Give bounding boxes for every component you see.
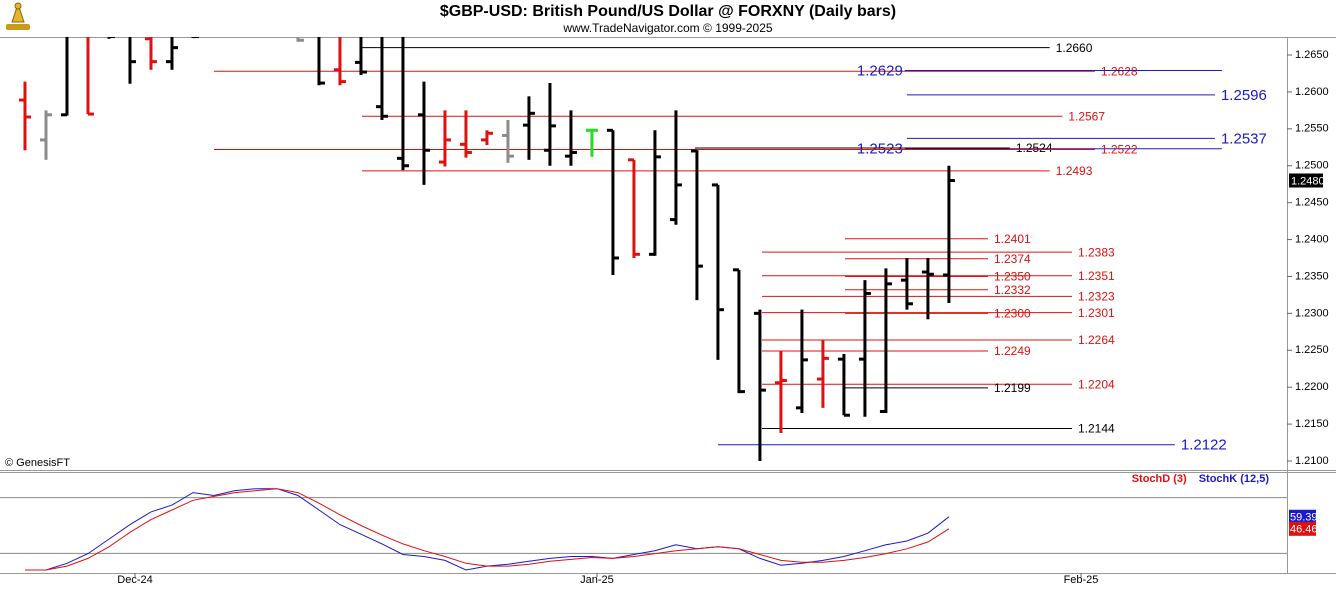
- value-label: 46.46: [1290, 524, 1318, 536]
- y-tick-label: 1.2600: [1295, 86, 1329, 98]
- y-tick-label: 1.2100: [1295, 455, 1329, 467]
- level-label: 1.2401: [994, 232, 1031, 246]
- y-tick-label: 1.2650: [1295, 49, 1329, 61]
- level-label: 1.2628: [1101, 64, 1138, 78]
- chart-subtitle: www.TradeNavigator.com © 1999-2025: [562, 21, 772, 35]
- level-label: 1.2522: [1101, 143, 1138, 157]
- level-label: 1.2493: [1056, 164, 1093, 178]
- level-label: 1.2199: [994, 381, 1031, 395]
- x-tick-label: Jan-25: [580, 574, 614, 586]
- level-label: 1.2301: [1078, 306, 1115, 320]
- x-tick-label: Feb-25: [1064, 574, 1099, 586]
- level-label: 1.2567: [1068, 109, 1105, 123]
- chart-title: $GBP-USD: British Pound/US Dollar @ FORX…: [440, 3, 896, 20]
- level-label: 1.2122: [1181, 437, 1227, 454]
- stoch-line: [25, 488, 950, 571]
- y-tick-label: 1.2200: [1295, 381, 1329, 393]
- level-label: 1.2374: [994, 252, 1031, 266]
- level-label: 1.2249: [994, 344, 1031, 358]
- y-tick-label: 1.2450: [1295, 197, 1329, 209]
- level-label: 1.2144: [1078, 422, 1115, 436]
- credit: © GenesisFT: [5, 457, 70, 469]
- y-tick-label: 1.2550: [1295, 123, 1329, 135]
- value-box: [1289, 509, 1316, 524]
- last-price-box: [1289, 173, 1323, 188]
- x-tick-label: Dec-24: [117, 574, 152, 586]
- level-label: 1.2323: [1078, 290, 1115, 304]
- level-label: 1.2629: [857, 62, 903, 79]
- price-plot: 1.2660 1.2628 1.2629 1.2596 1.2567 1.2537 1.25…: [18, 37, 1267, 461]
- axes: 1.2100 1.2150 1.2200 1.2250 1.2300 1.2350 1.24…: [117, 49, 1328, 586]
- stoch-plot: [0, 488, 1287, 571]
- logo: [6, 2, 30, 30]
- level-label: 1.2537: [1221, 130, 1267, 147]
- y-tick-label: 1.2300: [1295, 307, 1329, 319]
- legend-entry: StochD (3): [1132, 473, 1187, 485]
- level-label: 1.2300: [994, 307, 1031, 321]
- level-label: 1.2383: [1078, 245, 1115, 259]
- value-label: 59.39: [1290, 512, 1318, 524]
- level-label: 1.2350: [994, 270, 1031, 284]
- legend-entry: StochK (12,5): [1199, 473, 1270, 485]
- level-label: 1.2596: [1221, 87, 1267, 104]
- level-label: 1.2332: [994, 283, 1031, 297]
- level-label: 1.2524: [1016, 141, 1053, 155]
- y-tick-label: 1.2500: [1295, 160, 1329, 172]
- level-label: 1.2204: [1078, 377, 1115, 391]
- last-price-label: 1.2480: [1291, 175, 1325, 187]
- y-tick-label: 1.2400: [1295, 233, 1329, 245]
- y-tick-label: 1.2150: [1295, 418, 1329, 430]
- value-box: [1289, 521, 1316, 536]
- level-label: 1.2660: [1056, 41, 1093, 55]
- y-tick-label: 1.2250: [1295, 344, 1329, 356]
- level-label: 1.2351: [1078, 269, 1115, 283]
- y-tick-label: 1.2350: [1295, 270, 1329, 282]
- level-label: 1.2264: [1078, 333, 1115, 347]
